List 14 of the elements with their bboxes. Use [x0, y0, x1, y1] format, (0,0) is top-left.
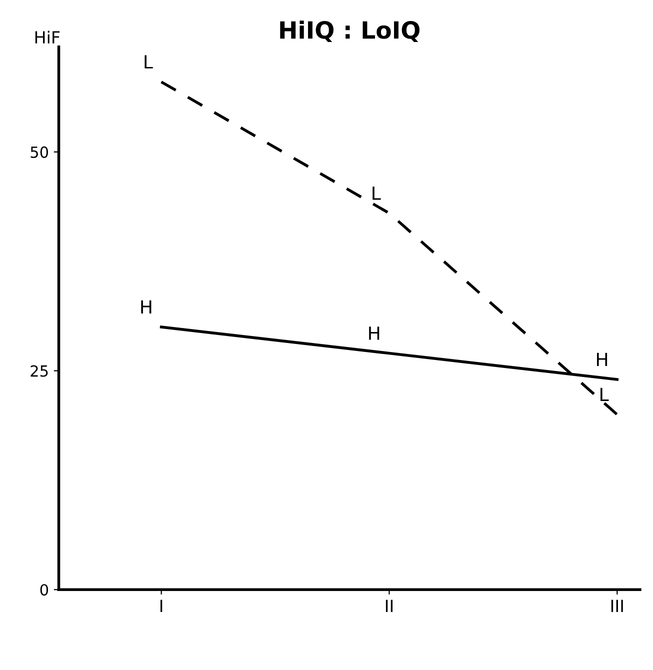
text: H — [141, 300, 152, 314]
x-tick-label: II — [386, 600, 393, 612]
text: L — [144, 55, 153, 68]
x-tick-label: III — [611, 600, 623, 612]
series-label: H — [369, 326, 380, 340]
x-tick-label: I — [160, 600, 162, 612]
y-tick-label: 50 — [30, 146, 48, 158]
text: H — [597, 352, 608, 366]
y-axis-title: HiF — [35, 30, 60, 44]
y-tick-label: 25 — [30, 365, 48, 377]
y-tick-label: 0 — [40, 584, 48, 596]
series-label: L — [600, 388, 609, 402]
text: L — [372, 186, 381, 200]
chart-title: HiIQ : LoIQ — [280, 20, 420, 42]
